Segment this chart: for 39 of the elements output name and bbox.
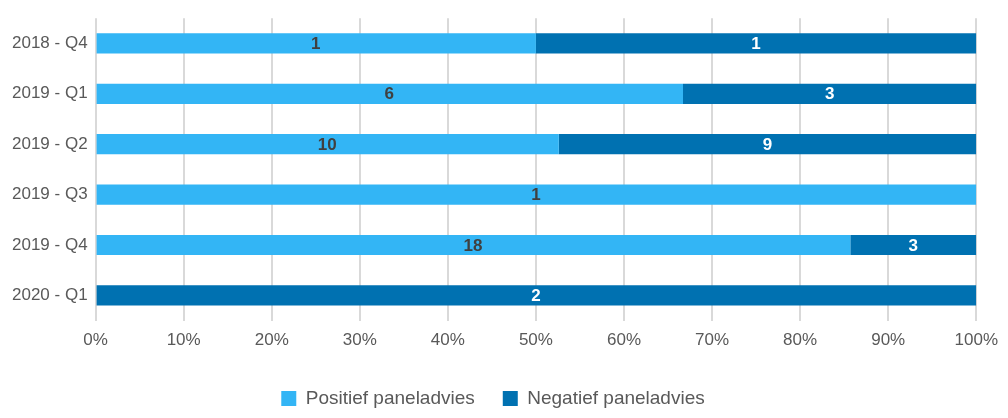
annotation: 3 <box>824 84 835 104</box>
bar <box>96 83 683 104</box>
y-tick-label: 2019 - Q1 <box>11 83 88 103</box>
bar <box>96 285 977 306</box>
y-tick-label: 2019 - Q4 <box>11 234 88 254</box>
y-tick-label: 2019 - Q3 <box>11 184 88 204</box>
bar <box>558 134 977 155</box>
y-tick-label: 2018 - Q4 <box>11 33 88 53</box>
x-tick-label: 80% <box>783 330 818 350</box>
x-tick-label: 60% <box>606 330 642 350</box>
annotation: 9 <box>762 134 773 154</box>
bar <box>96 33 536 54</box>
bar <box>96 184 977 205</box>
x-tick-label: 30% <box>342 330 377 350</box>
bar <box>96 134 559 155</box>
bar <box>535 33 977 54</box>
annotation: 1 <box>311 34 321 54</box>
x-tick-label: 100% <box>954 330 998 350</box>
bar <box>683 83 977 104</box>
legend-label: Positief paneladvies <box>305 386 475 408</box>
annotation: 6 <box>384 84 395 104</box>
y-tick-label: 2019 - Q2 <box>11 133 88 153</box>
annotation: 18 <box>463 235 483 255</box>
y-tick-label: 2020 - Q1 <box>11 285 88 305</box>
x-tick-label: 20% <box>254 330 289 350</box>
x-tick-label: 40% <box>430 330 465 350</box>
bar <box>96 234 851 256</box>
annotation: 10 <box>317 134 337 154</box>
annotation: 1 <box>751 34 761 54</box>
annotation: 2 <box>531 286 541 306</box>
annotation: 3 <box>908 235 919 255</box>
x-tick-label: 70% <box>695 330 730 350</box>
x-tick-label: 0% <box>83 330 108 350</box>
x-tick-label: 90% <box>871 330 906 350</box>
legend-label: Negatief paneladvies <box>527 386 705 408</box>
x-tick-label: 50% <box>518 330 553 350</box>
bar <box>850 234 977 256</box>
annotation: 1 <box>531 185 541 205</box>
x-tick-label: 10% <box>166 330 201 350</box>
